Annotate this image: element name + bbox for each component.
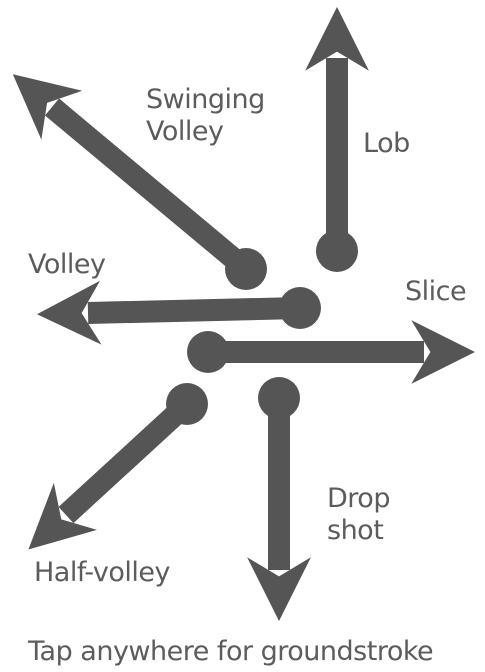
swinging-volley-label-line1: Swinging <box>146 84 265 115</box>
swinging-volley-origin-dot <box>225 248 267 290</box>
half-volley-origin-dot <box>166 383 208 425</box>
lob-arrow[interactable] <box>305 6 369 272</box>
lob-origin-dot <box>316 230 358 272</box>
drop-shot-label: Drop shot <box>327 483 390 547</box>
drop-shot-label-line2: shot <box>327 515 384 546</box>
drop-shot-origin-dot <box>258 377 300 419</box>
lob-label: Lob <box>363 128 410 159</box>
slice-label: Slice <box>405 276 467 307</box>
swinging-volley-label-line2: Volley <box>146 116 224 147</box>
half-volley-arrow[interactable] <box>28 383 208 550</box>
swinging-volley-label: Swinging Volley <box>146 84 265 148</box>
volley-arrow[interactable] <box>36 280 321 345</box>
half-volley-label: Half-volley <box>34 557 171 588</box>
drop-shot-arrow[interactable] <box>247 377 311 622</box>
volley-origin-dot <box>279 287 321 329</box>
slice-origin-dot <box>187 331 229 373</box>
swinging-volley-arrow[interactable] <box>12 74 267 290</box>
groundstroke-hint: Tap anywhere for groundstroke <box>28 636 434 667</box>
drop-shot-label-line1: Drop <box>327 483 390 514</box>
slice-arrow[interactable] <box>187 320 476 384</box>
volley-label: Volley <box>28 249 106 280</box>
